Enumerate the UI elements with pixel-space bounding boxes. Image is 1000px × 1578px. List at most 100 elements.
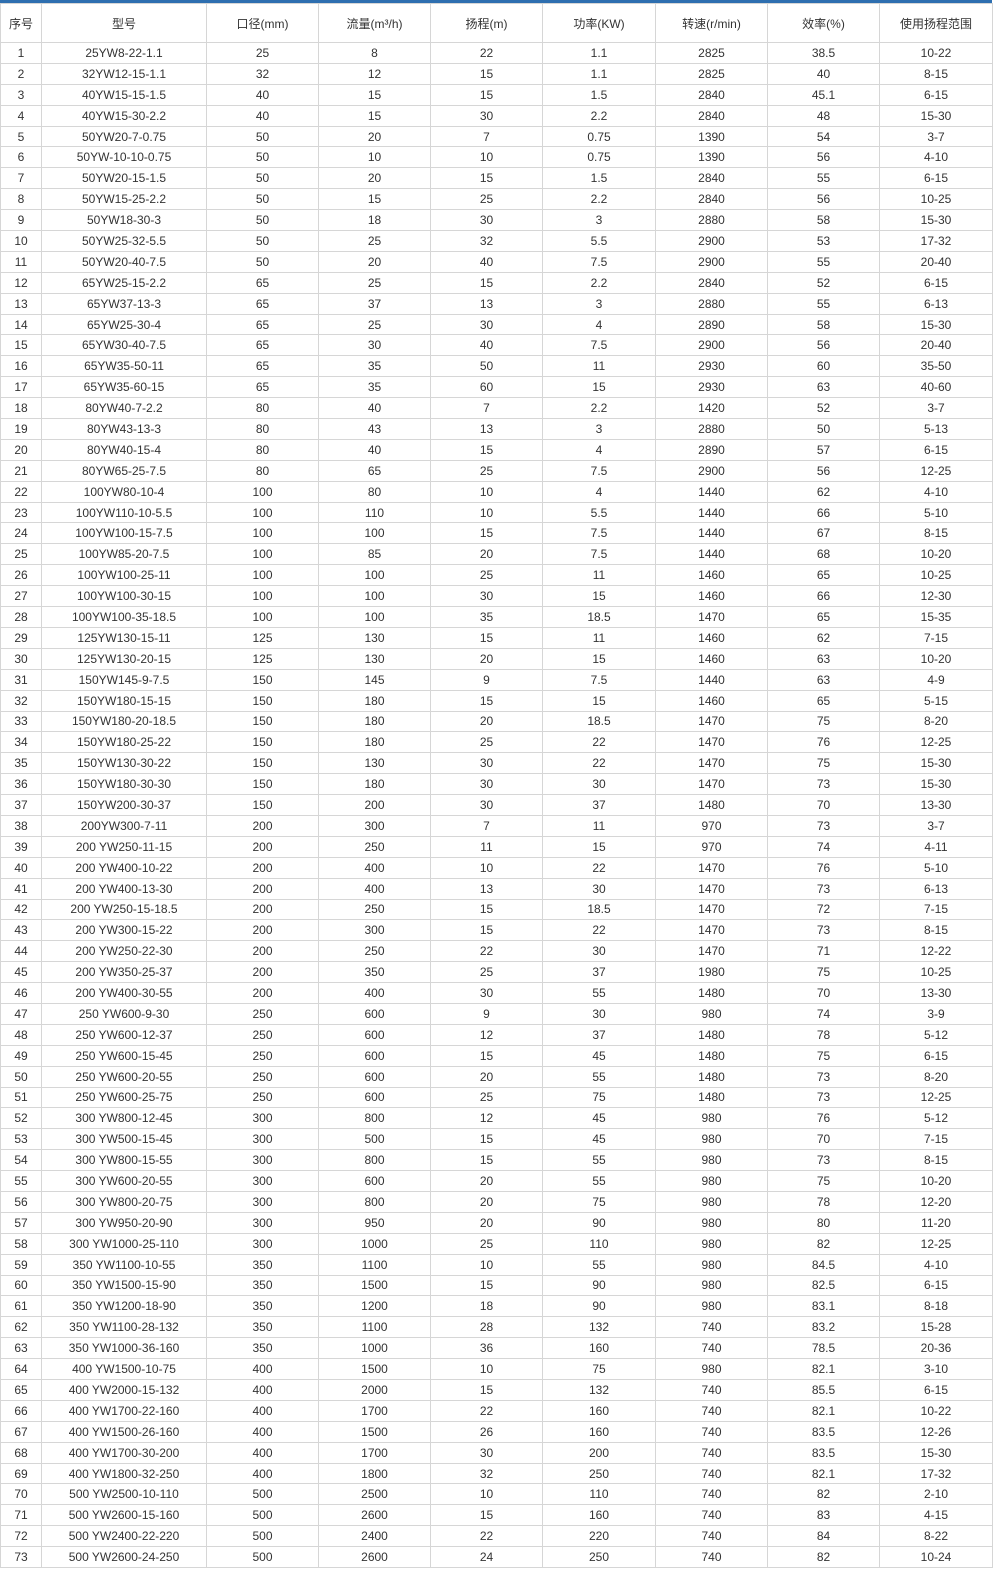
cell-flow: 12 <box>318 62 431 85</box>
cell-efficiency: 48 <box>767 104 880 127</box>
cell-head: 22 <box>430 42 543 64</box>
cell-speed: 2825 <box>655 42 768 64</box>
cell-efficiency: 74 <box>767 1002 880 1025</box>
cell-diameter: 400 <box>206 1441 319 1464</box>
cell-flow: 15 <box>318 83 431 106</box>
cell-power: 160 <box>542 1399 656 1422</box>
cell-power: 7.5 <box>542 334 656 357</box>
cell-power: 2.2 <box>542 271 656 294</box>
cell-head: 30 <box>430 752 543 775</box>
cell-head: 20 <box>430 710 543 733</box>
cell-model: 50YW-10-10-0.75 <box>41 146 207 169</box>
cell-head: 13 <box>430 877 543 900</box>
cell-speed: 1460 <box>655 647 768 670</box>
cell-diameter: 200 <box>206 814 319 837</box>
cell-model: 150YW180-25-22 <box>41 731 207 754</box>
cell-speed: 1460 <box>655 689 768 712</box>
cell-flow: 15 <box>318 104 431 127</box>
cell-model: 65YW30-40-7.5 <box>41 334 207 357</box>
cell-diameter: 500 <box>206 1504 319 1527</box>
cell-index: 58 <box>0 1232 42 1255</box>
table-row: 45 200 YW350-25-37 200 350 25 37 1980 75 10-25 <box>0 961 993 984</box>
cell-power: 1.1 <box>542 62 656 85</box>
header-row: 序号 型号 口径(mm) 流量(m³/h) 扬程(m) 功率(KW) 转速(r/min) 效率… <box>0 3 993 43</box>
header-speed: 转速(r/min) <box>655 3 768 43</box>
cell-head-range: 10-22 <box>879 1399 993 1422</box>
cell-power: 55 <box>542 982 656 1004</box>
cell-head-range: 8-20 <box>879 1065 993 1088</box>
header-flow: 流量(m³/h) <box>318 3 431 43</box>
cell-head: 10 <box>430 1483 543 1506</box>
cell-head: 40 <box>430 250 543 273</box>
cell-efficiency: 62 <box>767 626 880 649</box>
cell-index: 50 <box>0 1065 42 1088</box>
cell-diameter: 400 <box>206 1358 319 1380</box>
cell-index: 51 <box>0 1086 42 1109</box>
cell-head-range: 6-15 <box>879 167 993 190</box>
cell-speed: 980 <box>655 1253 768 1276</box>
cell-diameter: 400 <box>206 1379 319 1401</box>
cell-speed: 1470 <box>655 606 768 628</box>
cell-power: 2.2 <box>542 104 656 127</box>
cell-efficiency: 72 <box>767 898 880 921</box>
cell-head-range: 5-12 <box>879 1107 993 1130</box>
cell-head-range: 6-13 <box>879 877 993 900</box>
cell-diameter: 250 <box>206 1065 319 1088</box>
cell-diameter: 40 <box>206 83 319 106</box>
cell-diameter: 150 <box>206 668 319 691</box>
cell-head-range: 5-15 <box>879 689 993 712</box>
cell-diameter: 200 <box>206 961 319 984</box>
header-head: 扬程(m) <box>430 3 543 43</box>
cell-index: 19 <box>0 418 42 440</box>
cell-power: 75 <box>542 1086 656 1109</box>
cell-speed: 1470 <box>655 773 768 796</box>
cell-diameter: 400 <box>206 1420 319 1443</box>
cell-speed: 740 <box>655 1504 768 1527</box>
header-model: 型号 <box>41 3 207 43</box>
cell-power: 4 <box>542 313 656 336</box>
cell-flow: 400 <box>318 856 431 879</box>
cell-head-range: 10-25 <box>879 564 993 587</box>
cell-head-range: 35-50 <box>879 355 993 378</box>
cell-index: 62 <box>0 1316 42 1339</box>
cell-index: 59 <box>0 1253 42 1276</box>
cell-head: 11 <box>430 835 543 858</box>
cell-diameter: 50 <box>206 250 319 273</box>
cell-flow: 18 <box>318 209 431 232</box>
cell-efficiency: 75 <box>767 961 880 984</box>
table-row: 19 80YW43-13-3 80 43 13 3 2880 50 5-13 <box>0 418 993 440</box>
cell-speed: 2900 <box>655 230 768 252</box>
cell-head: 15 <box>430 522 543 545</box>
cell-model: 100YW100-30-15 <box>41 585 207 608</box>
cell-efficiency: 83.5 <box>767 1441 880 1464</box>
cell-diameter: 350 <box>206 1274 319 1297</box>
table-row: 3 40YW15-15-1.5 40 15 15 1.5 2840 45.1 6-15 <box>0 83 993 106</box>
cell-flow: 35 <box>318 376 431 399</box>
cell-flow: 2500 <box>318 1483 431 1506</box>
table-row: 28 100YW100-35-18.5 100 100 35 18.5 1470 65 15-3… <box>0 606 993 628</box>
cell-flow: 85 <box>318 543 431 566</box>
table-row: 27 100YW100-30-15 100 100 30 15 1460 66 12-30 <box>0 585 993 608</box>
cell-flow: 65 <box>318 459 431 482</box>
table-row: 35 150YW130-30-22 150 130 30 22 1470 75 15-30 <box>0 752 993 775</box>
cell-diameter: 200 <box>206 940 319 963</box>
cell-model: 300 YW1000-25-110 <box>41 1232 207 1255</box>
cell-speed: 740 <box>655 1441 768 1464</box>
cell-flow: 180 <box>318 689 431 712</box>
cell-model: 400 YW2000-15-132 <box>41 1379 207 1401</box>
cell-head-range: 7-15 <box>879 898 993 921</box>
cell-efficiency: 82.1 <box>767 1399 880 1422</box>
cell-model: 100YW100-25-11 <box>41 564 207 587</box>
cell-flow: 2000 <box>318 1379 431 1401</box>
cell-flow: 180 <box>318 710 431 733</box>
cell-diameter: 300 <box>206 1170 319 1192</box>
cell-power: 1.1 <box>542 42 656 64</box>
table-row: 46 200 YW400-30-55 200 400 30 55 1480 70 13-30 <box>0 982 993 1004</box>
cell-index: 30 <box>0 647 42 670</box>
cell-flow: 1100 <box>318 1253 431 1276</box>
cell-flow: 130 <box>318 752 431 775</box>
cell-index: 34 <box>0 731 42 754</box>
cell-diameter: 500 <box>206 1525 319 1548</box>
cell-head: 15 <box>430 438 543 461</box>
cell-head-range: 20-36 <box>879 1337 993 1360</box>
